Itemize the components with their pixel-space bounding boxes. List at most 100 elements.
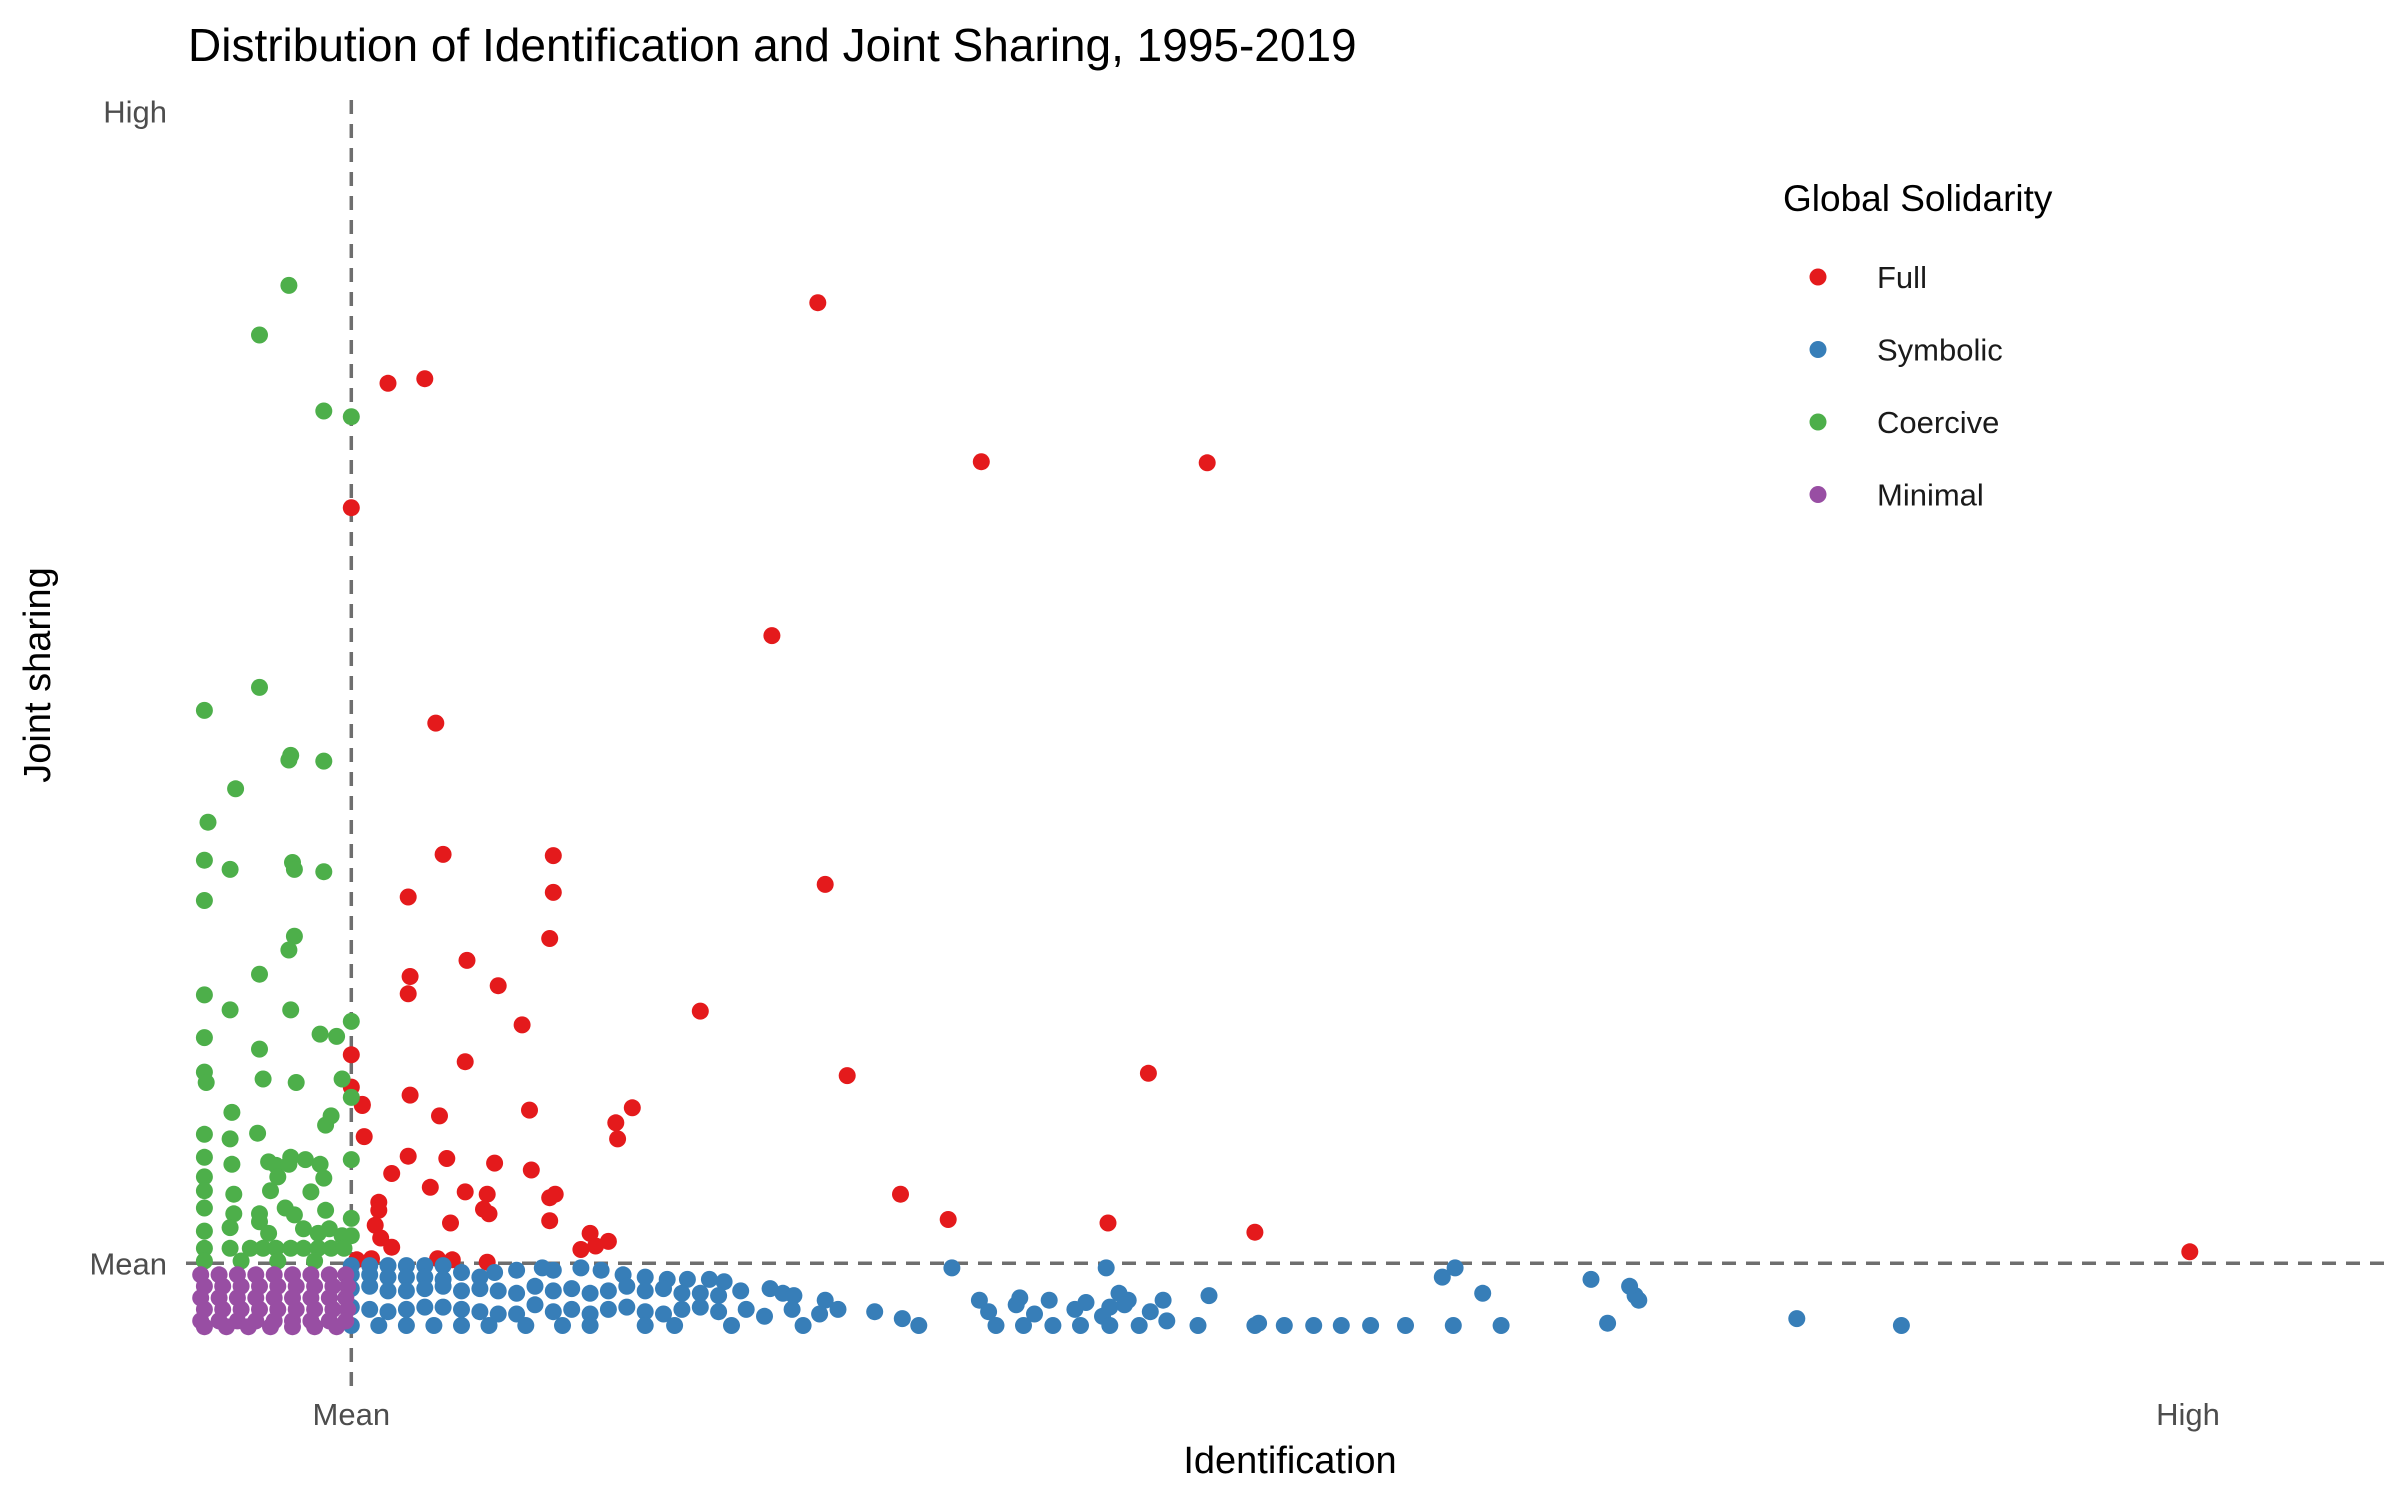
data-point-symbolic <box>816 1291 834 1309</box>
data-point-coercive <box>262 1182 279 1200</box>
data-point-full <box>421 1178 439 1196</box>
legend-label-full: Full <box>1877 260 1927 295</box>
legend-key-minimal <box>1809 486 1827 503</box>
data-point-coercive <box>269 1252 287 1270</box>
data-point-symbolic <box>1026 1305 1043 1323</box>
data-point-symbolic <box>397 1268 415 1286</box>
data-point-symbolic <box>1200 1287 1218 1305</box>
data-point-symbolic <box>563 1300 581 1318</box>
data-point-symbolic <box>829 1300 847 1318</box>
data-point-symbolic <box>1044 1317 1062 1334</box>
series-full <box>342 294 2199 1271</box>
data-point-coercive <box>342 408 360 426</box>
data-point-full <box>370 1201 388 1219</box>
data-point-symbolic <box>508 1305 526 1323</box>
data-point-full <box>544 883 562 901</box>
data-point-full <box>438 1150 456 1167</box>
data-point-symbolic <box>732 1282 750 1300</box>
data-point-coercive <box>280 1155 298 1173</box>
data-point-full <box>399 1147 417 1165</box>
data-point-full <box>401 1086 419 1104</box>
data-point-coercive <box>223 1103 241 1121</box>
legend-title: Global Solidarity <box>1783 178 2053 219</box>
data-point-coercive <box>249 1124 267 1142</box>
x-axis-title: Identification <box>1183 1440 1396 1482</box>
data-point-symbolic <box>416 1298 434 1316</box>
data-point-symbolic <box>397 1300 415 1318</box>
data-point-symbolic <box>544 1303 562 1321</box>
data-point-full <box>342 499 360 517</box>
data-point-full <box>541 1212 559 1230</box>
data-point-symbolic <box>592 1261 610 1279</box>
data-point-symbolic <box>434 1277 452 1295</box>
data-point-coercive <box>195 851 213 869</box>
data-point-symbolic <box>655 1280 672 1298</box>
y-tick-label: High <box>103 95 167 130</box>
data-point-symbolic <box>1305 1317 1323 1334</box>
data-point-full <box>456 1183 474 1201</box>
data-point-minimal <box>217 1318 235 1336</box>
data-point-symbolic <box>678 1270 696 1288</box>
data-point-coercive <box>195 1148 213 1166</box>
data-point-coercive <box>287 1074 305 1091</box>
data-point-symbolic <box>379 1303 397 1321</box>
data-point-coercive <box>251 965 268 983</box>
data-point-full <box>480 1205 498 1223</box>
data-point-symbolic <box>980 1303 998 1321</box>
data-point-coercive <box>282 1239 300 1257</box>
data-point-coercive <box>221 1219 239 1237</box>
data-point-symbolic <box>486 1264 504 1281</box>
data-point-coercive <box>232 1252 250 1270</box>
data-point-symbolic <box>1446 1259 1464 1277</box>
data-point-symbolic <box>1397 1317 1414 1334</box>
data-point-symbolic <box>618 1298 636 1316</box>
data-point-symbolic <box>1072 1317 1089 1334</box>
data-point-full <box>513 1016 531 1034</box>
data-point-symbolic <box>1332 1317 1350 1334</box>
data-point-full <box>442 1214 459 1232</box>
data-point-symbolic <box>1630 1291 1648 1309</box>
data-point-full <box>1139 1064 1157 1082</box>
data-point-symbolic <box>1492 1317 1510 1334</box>
data-point-coercive <box>333 1070 351 1088</box>
data-point-symbolic <box>1362 1317 1380 1334</box>
data-point-coercive <box>195 1199 213 1217</box>
data-point-full <box>607 1114 625 1132</box>
data-point-coercive <box>322 1239 340 1257</box>
data-point-symbolic <box>1275 1317 1293 1334</box>
data-point-symbolic <box>943 1259 961 1277</box>
data-point-full <box>521 1101 538 1119</box>
data-point-symbolic <box>416 1280 434 1298</box>
series-minimal <box>192 1266 357 1336</box>
data-point-coercive <box>254 1070 272 1088</box>
data-point-full <box>401 968 419 985</box>
data-point-full <box>456 1053 474 1071</box>
data-point-full <box>522 1161 540 1179</box>
data-point-coercive <box>260 1224 278 1242</box>
data-point-symbolic <box>581 1284 599 1302</box>
data-point-coercive <box>227 780 245 798</box>
data-point-coercive <box>315 863 333 881</box>
data-point-symbolic <box>563 1280 581 1298</box>
data-point-symbolic <box>517 1317 535 1334</box>
data-point-symbolic <box>434 1298 452 1316</box>
data-point-symbolic <box>1040 1291 1058 1309</box>
data-point-coercive <box>197 1074 215 1091</box>
data-point-coercive <box>328 1027 346 1045</box>
data-point-full <box>416 370 434 388</box>
data-point-symbolic <box>379 1268 397 1286</box>
data-point-coercive <box>342 1012 360 1030</box>
data-point-coercive <box>285 1206 303 1224</box>
data-point-minimal <box>262 1318 279 1336</box>
data-point-coercive <box>251 1213 268 1231</box>
data-point-symbolic <box>1189 1317 1207 1334</box>
data-point-symbolic <box>737 1300 755 1318</box>
data-point-coercive <box>195 1182 213 1200</box>
data-point-symbolic <box>710 1287 728 1305</box>
data-point-coercive <box>285 927 303 945</box>
data-point-symbolic <box>572 1259 590 1277</box>
data-point-coercive <box>195 892 213 909</box>
data-point-symbolic <box>655 1305 672 1323</box>
data-point-coercive <box>221 860 239 878</box>
